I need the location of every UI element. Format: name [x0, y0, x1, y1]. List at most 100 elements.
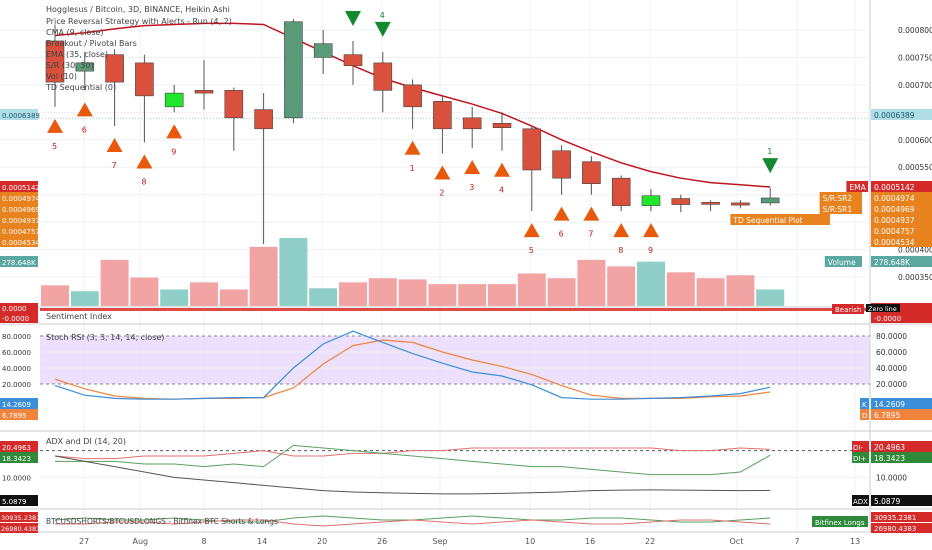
- volume-bar: [637, 261, 665, 306]
- indicator-tag: [819, 192, 862, 203]
- buy-signal-triangle: [464, 160, 481, 174]
- sentiment-right-label: [871, 313, 932, 323]
- left-axis-value-text: 0.0006389: [2, 112, 40, 120]
- price-axis-value-text: 0.0004974: [874, 194, 915, 203]
- candle-body[interactable]: [701, 202, 720, 205]
- candle-body[interactable]: [731, 202, 750, 206]
- candle-body[interactable]: [373, 62, 393, 91]
- candle-body[interactable]: [462, 117, 482, 130]
- rsi-right-label: [871, 409, 932, 420]
- candle-body[interactable]: [313, 43, 333, 58]
- candle-body[interactable]: [254, 109, 273, 130]
- candle-body[interactable]: [492, 122, 512, 128]
- volume-bar: [339, 282, 367, 306]
- sentiment-tag-text: Zero line: [868, 305, 897, 313]
- legend-indicator: S/R (30, 30): [46, 61, 94, 70]
- candle-body[interactable]: [343, 54, 363, 66]
- volume-bar: [160, 289, 189, 306]
- sentiment-right-text: -0.0000: [874, 315, 901, 323]
- td-count-label: 5: [529, 246, 534, 255]
- price-axis-value-text: 0.0005142: [874, 183, 915, 192]
- rsi-tick-label: 40.0000: [876, 364, 907, 373]
- volume-bar: [458, 284, 487, 306]
- sentiment-title: Sentiment Index: [46, 312, 112, 321]
- overbought-band: [40, 336, 870, 384]
- sell-signal-triangle: [762, 158, 779, 174]
- price-axis-value-text: 0.0004534: [874, 238, 915, 247]
- sell-signal-triangle: [374, 21, 391, 37]
- indicator-tag: [846, 181, 868, 192]
- legend-indicator: EMA (35, close): [46, 50, 108, 59]
- adx-right-text: 18.3423: [874, 454, 905, 463]
- price-axis-value-label: [871, 203, 932, 214]
- candle-body[interactable]: [75, 62, 95, 72]
- candle-body[interactable]: [433, 101, 452, 130]
- price-axis-value-text: 0.0004969: [874, 205, 915, 214]
- buy-signal-triangle: [434, 165, 451, 180]
- volume-bar: [666, 272, 695, 306]
- volume-bar: [398, 279, 427, 306]
- sentiment-left-text: 0.0000: [2, 305, 27, 313]
- left-axis-value-label: [0, 203, 38, 214]
- td-count-label: 9: [648, 246, 653, 255]
- candle-body[interactable]: [641, 195, 661, 206]
- buy-signal-triangle: [47, 118, 63, 133]
- candle-body[interactable]: [522, 128, 542, 171]
- candle-body[interactable]: [224, 90, 244, 119]
- left-axis-value-label: [0, 192, 38, 203]
- candle-body[interactable]: [582, 161, 601, 184]
- left-axis-value-label: [0, 109, 38, 120]
- candle-body[interactable]: [760, 197, 780, 204]
- candle-body[interactable]: [194, 90, 214, 94]
- di-minus-line: [54, 447, 771, 460]
- td-count-label: 2: [439, 188, 444, 197]
- td-count-label: 8: [141, 178, 146, 187]
- candle-body[interactable]: [284, 21, 303, 119]
- left-axis-value-text: 0.0005142: [2, 184, 40, 192]
- adx-left-text: 20.4963: [2, 444, 31, 452]
- adx-title: ADX and DI (14, 20): [46, 437, 126, 446]
- candle-body[interactable]: [105, 54, 124, 83]
- candle-body[interactable]: [164, 92, 184, 108]
- candle-body[interactable]: [552, 150, 571, 179]
- buy-signal-triangle: [613, 223, 630, 238]
- price-axis-value-label: [871, 236, 932, 247]
- volume-bar: [577, 259, 606, 306]
- shorts-tag-text: Bitfinex Longs: [815, 519, 865, 527]
- candle-body[interactable]: [135, 62, 154, 97]
- rsi-title: Stoch RSI (3, 3, 14, 14, close): [46, 333, 164, 342]
- rsi-tag: [860, 409, 869, 420]
- volume-bar: [70, 291, 99, 306]
- rsi-right-text: 14.2609: [874, 400, 905, 409]
- candle-body[interactable]: [611, 177, 631, 206]
- rsi-left-label: [0, 398, 38, 409]
- price-axis-value-text: 278.648K: [874, 258, 911, 267]
- time-axis-label: 26: [377, 537, 387, 546]
- rsi-left-label: [0, 409, 38, 420]
- sentiment-left-label: [0, 313, 38, 323]
- time-axis-label: Aug: [133, 537, 149, 546]
- indicator-tag: [730, 214, 830, 225]
- candle-body[interactable]: [45, 40, 65, 83]
- adx-tag: [852, 452, 869, 463]
- candle-body[interactable]: [403, 84, 422, 108]
- adx-line: [54, 455, 771, 495]
- candle-body[interactable]: [671, 198, 691, 205]
- sentiment-tag: [832, 304, 864, 314]
- adx-left-label: [0, 495, 38, 506]
- shorts-right-label: [871, 523, 932, 533]
- buy-signal-triangle: [583, 206, 600, 221]
- adx-tag-text: DI+: [853, 455, 866, 463]
- buy-signal-triangle: [523, 223, 540, 238]
- volume-bar: [41, 285, 69, 306]
- left-axis-value-text: 0.0004757: [2, 228, 40, 236]
- left-axis-value-text: 0.0004974: [2, 195, 40, 203]
- adx-tag: [852, 441, 869, 452]
